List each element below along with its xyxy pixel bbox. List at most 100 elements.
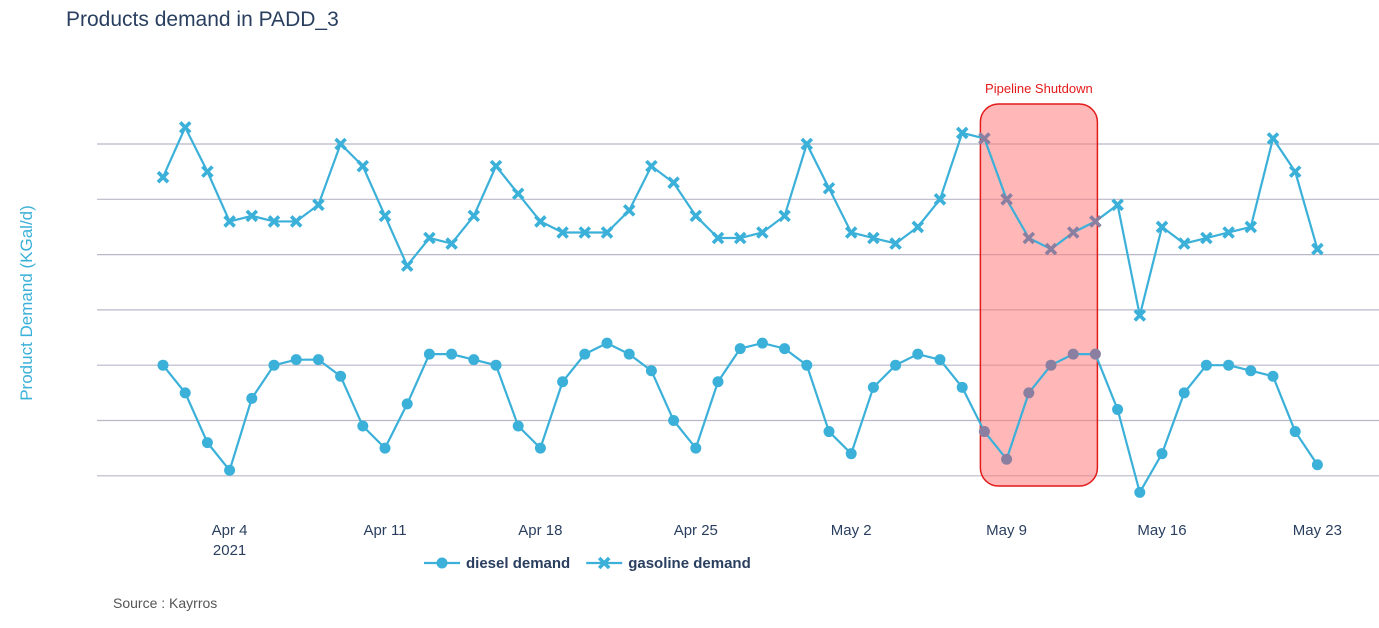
data-point: [712, 376, 724, 388]
data-point: [490, 359, 502, 371]
data-point: [245, 209, 259, 223]
x-tick-label: Apr 18: [518, 522, 562, 539]
data-point: [601, 337, 613, 349]
data-point: [179, 387, 191, 399]
data-point: [379, 442, 391, 454]
data-point: [1000, 193, 1013, 206]
data-point: [334, 137, 347, 151]
legend-marker-circle: [436, 557, 448, 569]
data-point: [1155, 220, 1169, 234]
x-tick-label: Apr 25: [674, 522, 718, 539]
data-point: [400, 259, 414, 272]
x-tick-label: May 9: [986, 522, 1027, 539]
data-point: [467, 209, 481, 223]
data-point: [978, 426, 990, 438]
data-point: [579, 348, 591, 360]
x-tick-label: Apr 4: [212, 522, 248, 539]
data-point: [933, 193, 947, 206]
data-point: [622, 204, 636, 217]
data-point: [934, 354, 946, 366]
data-point: [756, 226, 769, 239]
annotation-label: Pipeline Shutdown: [985, 81, 1093, 96]
legend-item-gasoline-demand[interactable]: gasoline demand: [586, 555, 751, 572]
legend-label: gasoline demand: [628, 555, 751, 572]
data-point: [578, 226, 592, 239]
data-point: [289, 215, 303, 228]
data-point: [1022, 231, 1036, 245]
data-point: [1134, 486, 1146, 498]
data-point: [534, 215, 547, 228]
data-point: [955, 126, 969, 140]
data-point: [557, 376, 569, 388]
data-point: [1067, 348, 1079, 360]
data-point: [446, 348, 458, 360]
data-point: [911, 220, 925, 234]
x-tick-label: May 16: [1137, 522, 1186, 539]
data-point: [1177, 237, 1191, 250]
gridlines: [97, 143, 1379, 477]
data-point: [223, 215, 236, 228]
data-point: [778, 209, 791, 223]
data-point: [978, 132, 991, 145]
data-point: [845, 448, 857, 460]
data-point: [1222, 226, 1235, 239]
data-point: [224, 464, 236, 476]
pipeline-shutdown-band: [979, 103, 1099, 487]
data-point: [1023, 387, 1035, 399]
data-point: [335, 370, 347, 382]
data-point: [890, 359, 902, 371]
data-point: [822, 181, 836, 195]
data-point: [734, 343, 746, 355]
data-point: [1288, 165, 1302, 178]
data-point: [1311, 242, 1324, 256]
legend-item-diesel-demand[interactable]: diesel demand: [424, 555, 570, 572]
data-point: [779, 343, 791, 355]
data-point: [756, 337, 768, 349]
data-point: [1001, 453, 1013, 465]
data-point: [711, 231, 725, 245]
data-point: [1267, 370, 1279, 382]
data-point: [1156, 448, 1168, 460]
source-note: Source : Kayrros: [113, 595, 218, 611]
series-line: [161, 124, 1319, 316]
series-layer: [156, 121, 1324, 498]
data-point: [1223, 359, 1235, 371]
data-point: [1266, 132, 1280, 145]
data-point: [1044, 242, 1058, 256]
data-point: [823, 426, 835, 438]
data-point: [1045, 359, 1057, 371]
data-point: [801, 359, 813, 371]
data-point: [1133, 309, 1147, 322]
data-point: [534, 442, 546, 454]
data-point: [623, 348, 635, 360]
series-diesel-demand: [157, 337, 1323, 498]
data-point: [312, 198, 325, 212]
data-point: [1111, 198, 1124, 212]
x-tick-label: May 23: [1293, 522, 1342, 539]
x-axis: Apr 4 2021 Apr 11 Apr 18 Apr 25 May 2 May 9 May…: [212, 522, 1342, 559]
data-point: [356, 159, 370, 173]
data-point: [645, 159, 658, 173]
data-point: [912, 348, 924, 360]
data-point: [689, 209, 703, 223]
data-point: [1178, 387, 1190, 399]
data-point: [267, 215, 281, 228]
data-point: [246, 392, 258, 404]
data-point: [800, 137, 814, 151]
data-point: [423, 231, 436, 245]
data-point: [1200, 359, 1212, 371]
data-point: [1244, 220, 1258, 234]
data-point: [201, 165, 214, 178]
y-axis-label: Product Demand (KGal/d): [17, 205, 36, 401]
legend-label: diesel demand: [466, 555, 570, 572]
data-point: [268, 359, 280, 371]
data-point: [956, 381, 968, 393]
data-point: [1200, 231, 1213, 245]
data-point: [645, 365, 657, 377]
data-point: [156, 170, 170, 184]
data-point: [378, 209, 392, 223]
chart-title: Products demand in PADD_3: [66, 8, 339, 31]
data-point: [290, 354, 302, 366]
data-point: [733, 231, 747, 245]
